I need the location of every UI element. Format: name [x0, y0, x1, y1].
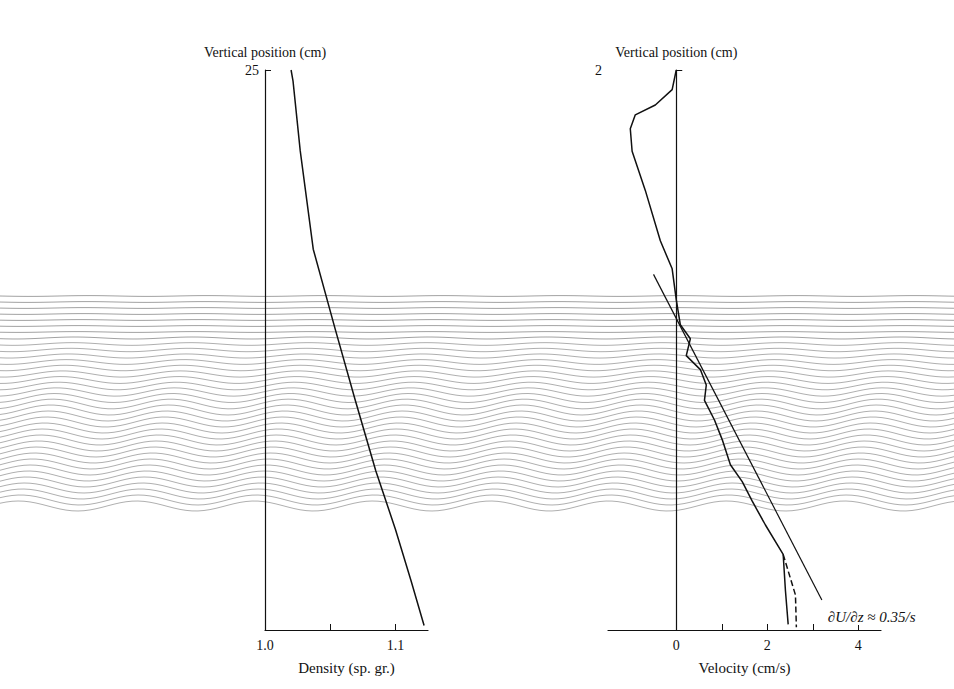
svg-text:1.1: 1.1	[387, 638, 405, 653]
svg-text:Velocity (cm/s): Velocity (cm/s)	[698, 660, 790, 677]
svg-text:4: 4	[855, 638, 862, 653]
svg-text:Vertical position (cm): Vertical position (cm)	[615, 45, 737, 61]
svg-text:Density (sp. gr.): Density (sp. gr.)	[298, 660, 395, 677]
svg-text:Vertical position (cm): Vertical position (cm)	[204, 45, 326, 61]
svg-text:2: 2	[764, 638, 771, 653]
svg-text:1.0: 1.0	[256, 638, 274, 653]
svg-text:25: 25	[245, 63, 259, 78]
svg-text:0: 0	[673, 638, 680, 653]
svg-text:∂U/∂z ≈ 0.35/s: ∂U/∂z ≈ 0.35/s	[828, 609, 916, 625]
svg-text:2: 2	[595, 63, 602, 78]
